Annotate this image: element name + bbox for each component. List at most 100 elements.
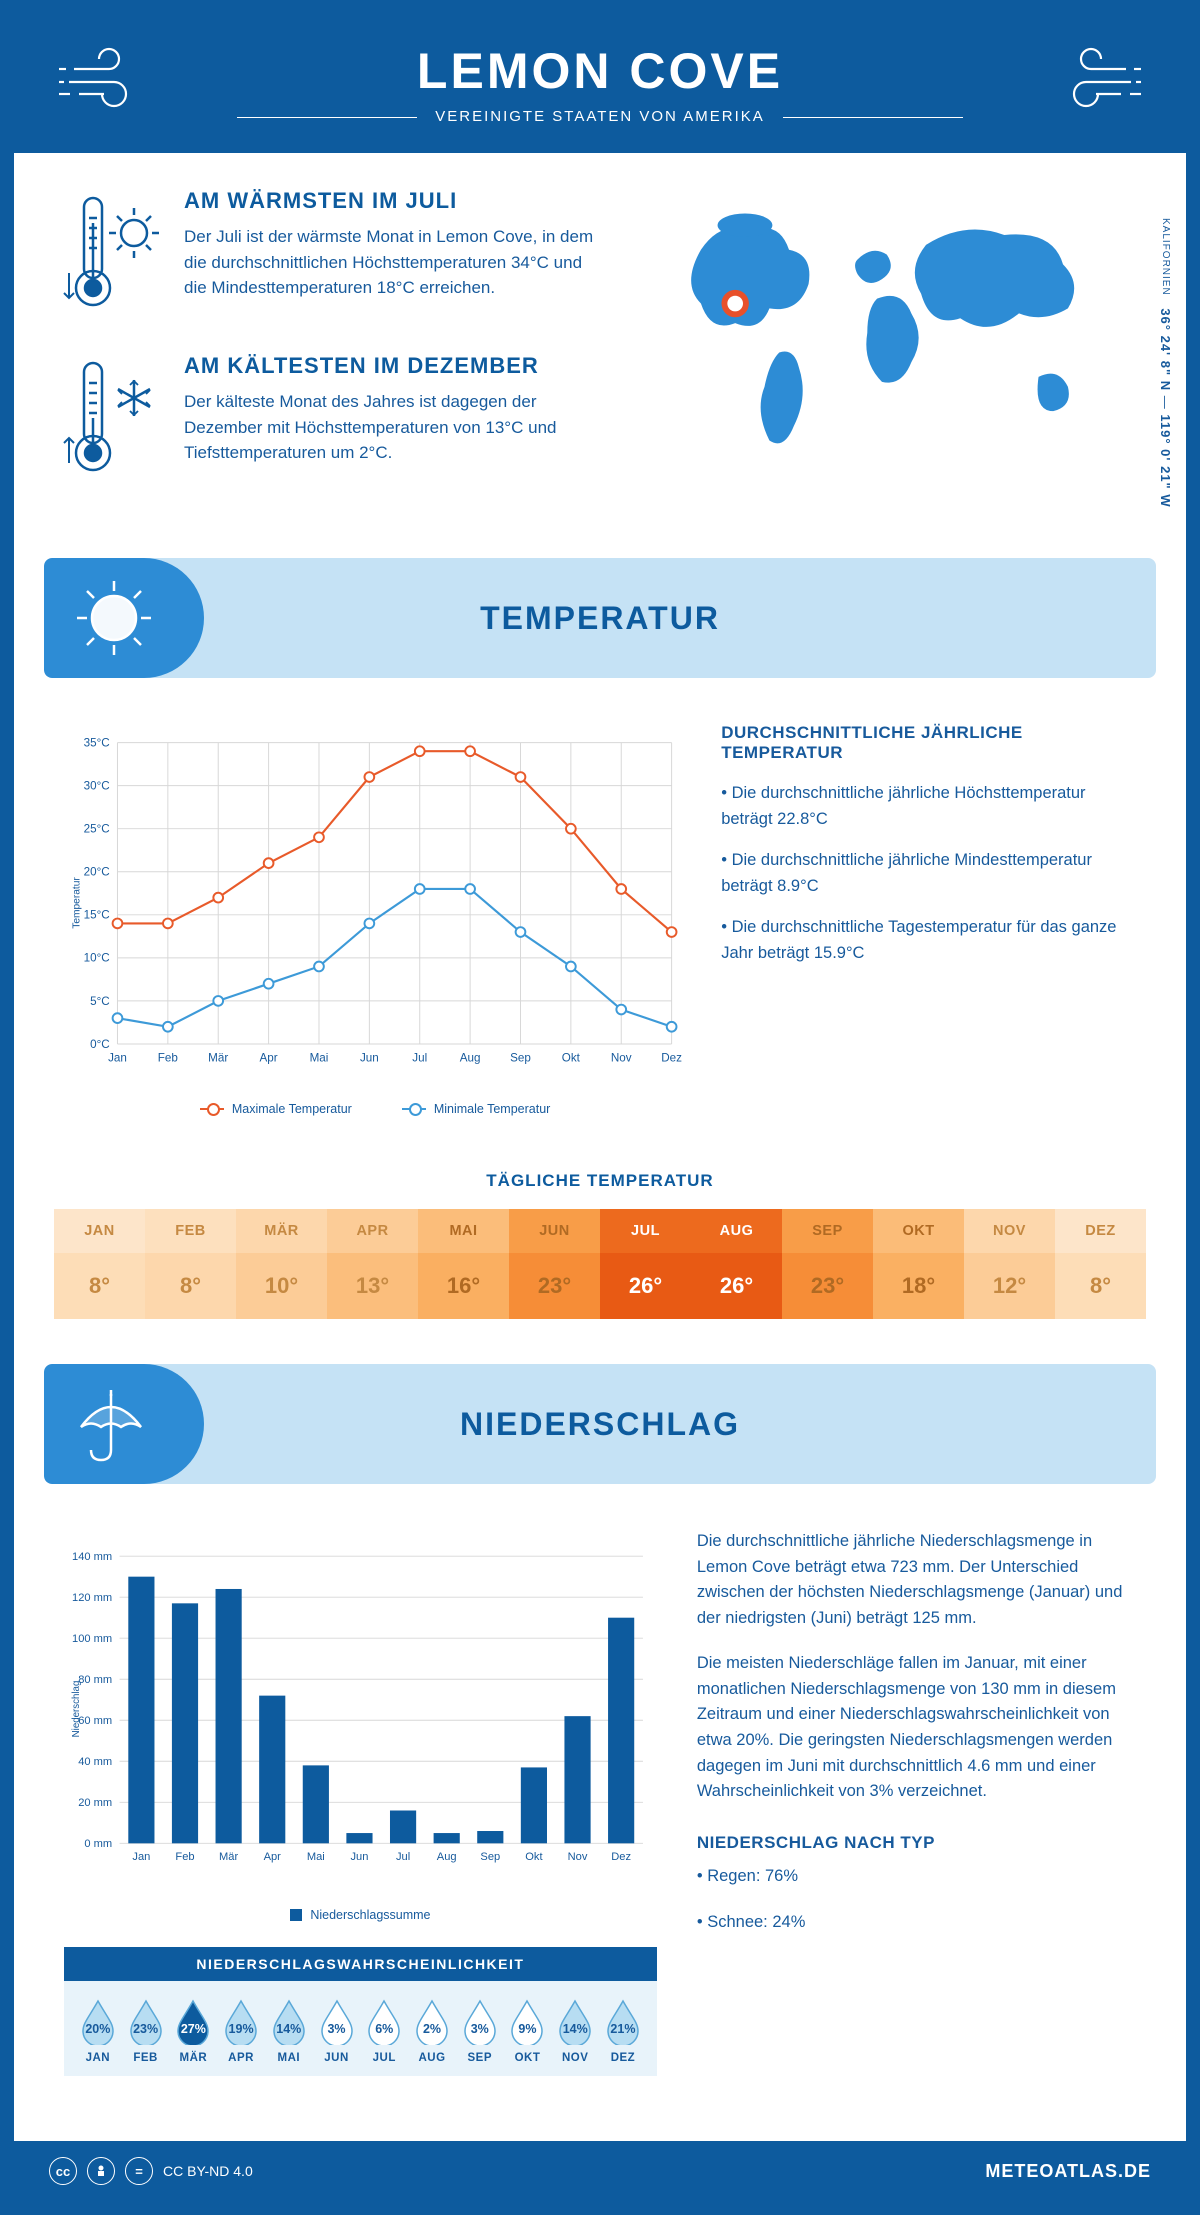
prob-col: 19%APR <box>217 1999 265 2064</box>
svg-text:120 mm: 120 mm <box>72 1592 112 1604</box>
coldest-title: AM KÄLTESTEN IM DEZEMBER <box>184 353 604 379</box>
svg-text:80 mm: 80 mm <box>78 1674 112 1686</box>
svg-text:Mär: Mär <box>219 1851 238 1863</box>
page-title: LEMON COVE <box>34 42 1166 100</box>
temperature-info: DURCHSCHNITTLICHE JÄHRLICHE TEMPERATUR •… <box>721 723 1136 1116</box>
coordinates: KALIFORNIEN 36° 24' 8" N — 119° 0' 21" W <box>1158 218 1173 508</box>
svg-text:Aug: Aug <box>460 1051 481 1064</box>
cc-icon: cc <box>49 2157 77 2185</box>
svg-text:35°C: 35°C <box>84 736 110 749</box>
prob-col: 23%FEB <box>122 1999 170 2064</box>
precipitation-probability: NIEDERSCHLAGSWAHRSCHEINLICHKEIT 20%JAN23… <box>64 1947 657 2076</box>
precipitation-heading: NIEDERSCHLAG <box>460 1406 740 1443</box>
temp-chart-legend: Maximale Temperatur Minimale Temperatur <box>64 1102 686 1116</box>
svg-text:Sep: Sep <box>510 1051 531 1064</box>
svg-text:Niederschlag: Niederschlag <box>71 1681 82 1738</box>
svg-text:60 mm: 60 mm <box>78 1715 112 1727</box>
temp-table-col: AUG26° <box>691 1209 782 1319</box>
wind-icon <box>1056 44 1146 114</box>
warmest-title: AM WÄRMSTEN IM JULI <box>184 188 604 214</box>
svg-text:Sep: Sep <box>480 1851 500 1863</box>
svg-text:Nov: Nov <box>568 1851 588 1863</box>
site-credit: METEOATLAS.DE <box>985 2161 1151 2182</box>
prob-col: 20%JAN <box>74 1999 122 2064</box>
temperature-banner: TEMPERATUR <box>44 558 1156 678</box>
svg-text:25°C: 25°C <box>84 823 110 836</box>
svg-text:Jul: Jul <box>396 1851 410 1863</box>
nd-icon: = <box>125 2157 153 2185</box>
svg-text:15°C: 15°C <box>84 909 110 922</box>
svg-text:Jan: Jan <box>108 1051 127 1064</box>
svg-text:Apr: Apr <box>260 1051 278 1064</box>
prob-col: 27%MÄR <box>169 1999 217 2064</box>
precipitation-banner: NIEDERSCHLAG <box>44 1364 1156 1484</box>
temp-table-col: FEB8° <box>145 1209 236 1319</box>
svg-text:Nov: Nov <box>611 1051 632 1064</box>
svg-text:100 mm: 100 mm <box>72 1633 112 1645</box>
prob-col: 3%SEP <box>456 1999 504 2064</box>
temp-table-col: DEZ8° <box>1055 1209 1146 1319</box>
license-badge: cc = CC BY-ND 4.0 <box>49 2157 253 2185</box>
umbrella-icon <box>69 1382 154 1467</box>
warmest-text: Der Juli ist der wärmste Monat in Lemon … <box>184 224 604 301</box>
svg-text:Jul: Jul <box>412 1051 427 1064</box>
temperature-heading: TEMPERATUR <box>480 600 720 637</box>
thermometer-snow-icon <box>59 353 164 483</box>
svg-text:Mai: Mai <box>310 1051 329 1064</box>
precipitation-info: Die durchschnittliche jährliche Niedersc… <box>697 1529 1136 2116</box>
svg-text:30°C: 30°C <box>84 780 110 793</box>
wind-icon <box>54 44 144 114</box>
temp-table-col: JUN23° <box>509 1209 600 1319</box>
warmest-fact: AM WÄRMSTEN IM JULI Der Juli ist der wär… <box>59 188 622 318</box>
svg-text:Jun: Jun <box>360 1051 379 1064</box>
temp-table-col: SEP23° <box>782 1209 873 1319</box>
prob-col: 21%DEZ <box>599 1999 647 2064</box>
svg-text:Okt: Okt <box>525 1851 542 1863</box>
by-icon <box>87 2157 115 2185</box>
daily-temp-title: TÄGLICHE TEMPERATUR <box>14 1171 1186 1191</box>
temp-table-col: APR13° <box>327 1209 418 1319</box>
prob-col: 14%MAI <box>265 1999 313 2064</box>
svg-text:Dez: Dez <box>611 1851 631 1863</box>
svg-text:Jan: Jan <box>132 1851 150 1863</box>
svg-text:10°C: 10°C <box>84 952 110 965</box>
sun-icon <box>69 573 159 663</box>
svg-text:Apr: Apr <box>264 1851 282 1863</box>
prob-col: 2%AUG <box>408 1999 456 2064</box>
svg-text:Temperatur: Temperatur <box>72 877 83 929</box>
daily-temp-table: JAN8°FEB8°MÄR10°APR13°MAI16°JUN23°JUL26°… <box>54 1209 1146 1319</box>
svg-text:Dez: Dez <box>661 1051 682 1064</box>
svg-text:0°C: 0°C <box>90 1038 110 1051</box>
thermometer-sun-icon <box>59 188 164 318</box>
footer: cc = CC BY-ND 4.0 METEOATLAS.DE <box>14 2141 1186 2201</box>
prob-col: 14%NOV <box>551 1999 599 2064</box>
svg-text:Feb: Feb <box>158 1051 178 1064</box>
coldest-text: Der kälteste Monat des Jahres ist dagege… <box>184 389 604 466</box>
svg-text:Mai: Mai <box>307 1851 325 1863</box>
svg-text:20°C: 20°C <box>84 866 110 879</box>
coldest-fact: AM KÄLTESTEN IM DEZEMBER Der kälteste Mo… <box>59 353 622 483</box>
temp-table-col: JUL26° <box>600 1209 691 1319</box>
svg-text:Okt: Okt <box>562 1051 581 1064</box>
svg-text:Mär: Mär <box>208 1051 228 1064</box>
temp-table-col: JAN8° <box>54 1209 145 1319</box>
temp-table-col: NOV12° <box>964 1209 1055 1319</box>
svg-text:Jun: Jun <box>350 1851 368 1863</box>
prob-col: 6%JUL <box>360 1999 408 2064</box>
svg-text:5°C: 5°C <box>90 995 110 1008</box>
page-subtitle: VEREINIGTE STAATEN VON AMERIKA <box>34 108 1166 125</box>
svg-text:40 mm: 40 mm <box>78 1756 112 1768</box>
svg-text:0 mm: 0 mm <box>84 1838 112 1850</box>
temp-table-col: MÄR10° <box>236 1209 327 1319</box>
svg-text:Aug: Aug <box>437 1851 457 1863</box>
svg-text:140 mm: 140 mm <box>72 1551 112 1563</box>
temp-table-col: OKT18° <box>873 1209 964 1319</box>
svg-text:20 mm: 20 mm <box>78 1797 112 1809</box>
world-map <box>652 188 1141 468</box>
header-banner: LEMON COVE VEREINIGTE STAATEN VON AMERIK… <box>14 14 1186 153</box>
precipitation-bar-chart: 0 mm 20 mm 40 mm 60 mm 80 mm 100 mm 120 mm 140 … <box>64 1529 657 2116</box>
temp-table-col: MAI16° <box>418 1209 509 1319</box>
intro-section: AM WÄRMSTEN IM JULI Der Juli ist der wär… <box>14 153 1186 543</box>
prob-col: 3%JUN <box>313 1999 361 2064</box>
svg-text:Feb: Feb <box>175 1851 194 1863</box>
